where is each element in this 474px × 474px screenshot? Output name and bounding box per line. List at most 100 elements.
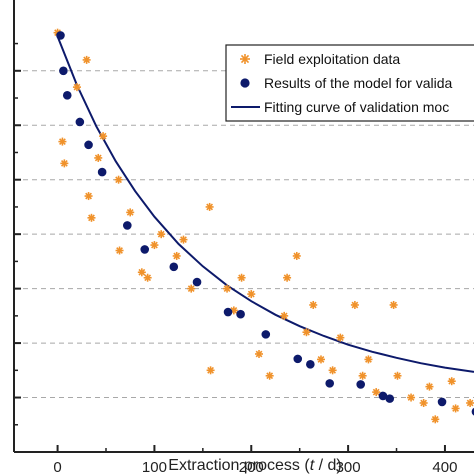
asterisk-stroke bbox=[73, 83, 81, 91]
asterisk-stroke bbox=[407, 394, 415, 401]
asterisk-stroke bbox=[180, 236, 187, 244]
field-data-point bbox=[206, 366, 215, 375]
field-data-point bbox=[419, 398, 428, 407]
asterisk-stroke bbox=[238, 274, 245, 282]
asterisk-stroke bbox=[394, 372, 401, 380]
field-data-point bbox=[280, 311, 289, 320]
model-result-point bbox=[59, 66, 68, 76]
asterisk-stroke bbox=[85, 192, 92, 200]
field-data-point bbox=[82, 55, 91, 64]
model-result-point bbox=[123, 221, 132, 230]
field-data-point bbox=[58, 137, 67, 146]
legend-field-label: Field exploitation data bbox=[264, 51, 400, 67]
field-data-point bbox=[87, 213, 96, 222]
asterisk-stroke bbox=[144, 274, 152, 282]
field-data-point bbox=[255, 349, 264, 358]
x-tick-labels: 0 100 200 300 400 bbox=[53, 459, 457, 474]
asterisk-stroke bbox=[173, 252, 181, 260]
asterisk-stroke bbox=[266, 372, 274, 380]
asterisk-stroke bbox=[329, 366, 337, 374]
model-result-point bbox=[56, 31, 65, 40]
field-data-point bbox=[283, 273, 292, 282]
fitting-curve bbox=[56, 36, 474, 373]
x-axis-title: Extraction process (t / d) bbox=[168, 457, 341, 474]
model-results-series bbox=[56, 31, 474, 416]
model-result-point bbox=[306, 360, 315, 369]
asterisk-stroke bbox=[317, 356, 325, 363]
field-data-point bbox=[336, 333, 345, 342]
asterisk-stroke bbox=[293, 252, 301, 260]
asterisk-stroke bbox=[115, 176, 122, 184]
field-data-point bbox=[451, 404, 460, 413]
model-result-point bbox=[378, 391, 388, 401]
asterisk-stroke bbox=[60, 159, 68, 167]
asterisk-stroke bbox=[365, 356, 372, 363]
model-result-point bbox=[169, 262, 179, 272]
x-tick-label-100: 100 bbox=[142, 459, 167, 474]
field-data-point bbox=[157, 230, 166, 239]
model-result-point bbox=[437, 397, 447, 407]
field-data-point bbox=[247, 290, 256, 299]
grid-lines bbox=[14, 70, 474, 399]
x-tick-label-0: 0 bbox=[53, 459, 61, 474]
asterisk-stroke bbox=[452, 405, 459, 412]
legend-field-marker-icon bbox=[240, 54, 250, 64]
x-tick-label-200: 200 bbox=[239, 459, 264, 474]
field-data-point bbox=[316, 355, 325, 364]
asterisk-stroke bbox=[390, 301, 398, 309]
asterisk-stroke bbox=[94, 154, 102, 162]
x-axis-title-variable: t bbox=[310, 457, 315, 474]
field-data-point bbox=[143, 273, 152, 282]
field-data-point bbox=[172, 251, 181, 260]
field-data-point bbox=[72, 83, 81, 92]
field-data-point bbox=[292, 251, 301, 260]
legend-model-marker-icon bbox=[240, 78, 250, 88]
field-data-point bbox=[237, 273, 246, 282]
field-data-point bbox=[265, 371, 274, 380]
model-result-point bbox=[385, 394, 395, 403]
field-data-point bbox=[126, 208, 135, 217]
legend: Field exploitation data Results of the m… bbox=[225, 44, 474, 122]
field-data-point bbox=[179, 235, 188, 244]
model-result-point bbox=[471, 407, 474, 416]
field-data-point bbox=[425, 382, 434, 391]
field-data-point bbox=[389, 300, 398, 309]
asterisk-stroke bbox=[138, 268, 146, 276]
asterisk-stroke bbox=[351, 301, 359, 309]
legend-asterisk bbox=[240, 54, 250, 64]
legend-box bbox=[225, 44, 474, 122]
field-data-point bbox=[302, 328, 311, 337]
field-data-point bbox=[94, 153, 103, 162]
asterisk-stroke bbox=[466, 399, 474, 407]
model-result-point bbox=[325, 379, 335, 388]
model-result-point bbox=[62, 91, 72, 100]
model-result-point bbox=[140, 245, 150, 254]
model-result-point bbox=[75, 117, 85, 127]
field-data-point bbox=[114, 175, 123, 184]
x-tick-label-300: 300 bbox=[336, 459, 361, 474]
model-result-point bbox=[356, 380, 365, 389]
x-tick-label-400: 400 bbox=[432, 459, 457, 474]
asterisk-stroke bbox=[372, 388, 380, 396]
field-data-point bbox=[364, 355, 373, 364]
asterisk-stroke bbox=[309, 301, 317, 309]
x-axis-title-suffix: / d) bbox=[314, 457, 342, 474]
field-data-point bbox=[393, 371, 402, 380]
legend-model-label: Results of the model for valida bbox=[264, 75, 453, 91]
asterisk-stroke bbox=[88, 214, 95, 222]
asterisk-stroke bbox=[223, 285, 231, 293]
field-data-point bbox=[137, 268, 146, 277]
asterisk-stroke bbox=[187, 285, 195, 293]
asterisk-stroke bbox=[207, 366, 214, 374]
field-data-point bbox=[466, 398, 474, 407]
asterisk-stroke bbox=[448, 377, 456, 385]
asterisk-stroke bbox=[280, 312, 288, 320]
field-data-point bbox=[205, 202, 214, 211]
field-data-point bbox=[115, 246, 124, 255]
asterisk-stroke bbox=[303, 328, 310, 336]
field-data-point bbox=[60, 159, 69, 168]
model-result-point bbox=[236, 309, 245, 319]
fitting-curve-layer bbox=[56, 36, 474, 373]
model-result-point bbox=[192, 277, 202, 287]
